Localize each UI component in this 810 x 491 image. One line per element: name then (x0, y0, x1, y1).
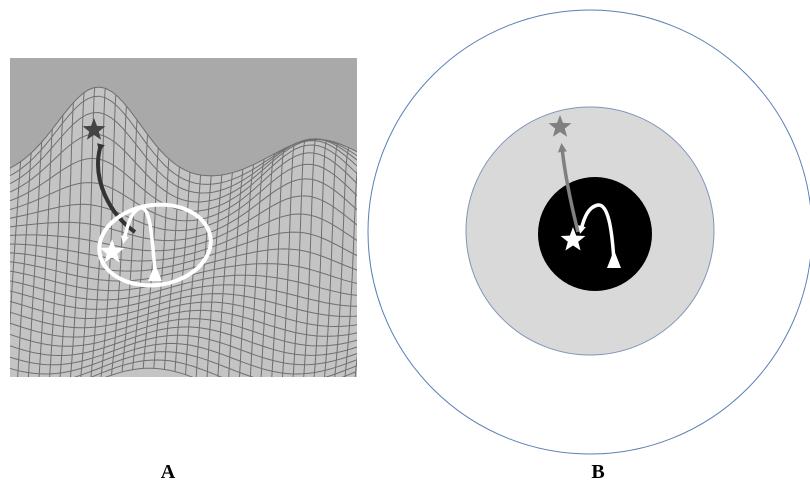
figure: A B (0, 0, 810, 491)
panel-label: A (161, 461, 176, 483)
mesh-line (355, 159, 370, 378)
inner-region (538, 177, 652, 291)
panel-label: B (591, 461, 604, 483)
attractor-panel (368, 10, 810, 454)
mesh-line (0, 168, 10, 398)
landscape-panel (0, 58, 380, 402)
page: A B (() => { const data = JSON.parse(doc… (0, 0, 810, 491)
